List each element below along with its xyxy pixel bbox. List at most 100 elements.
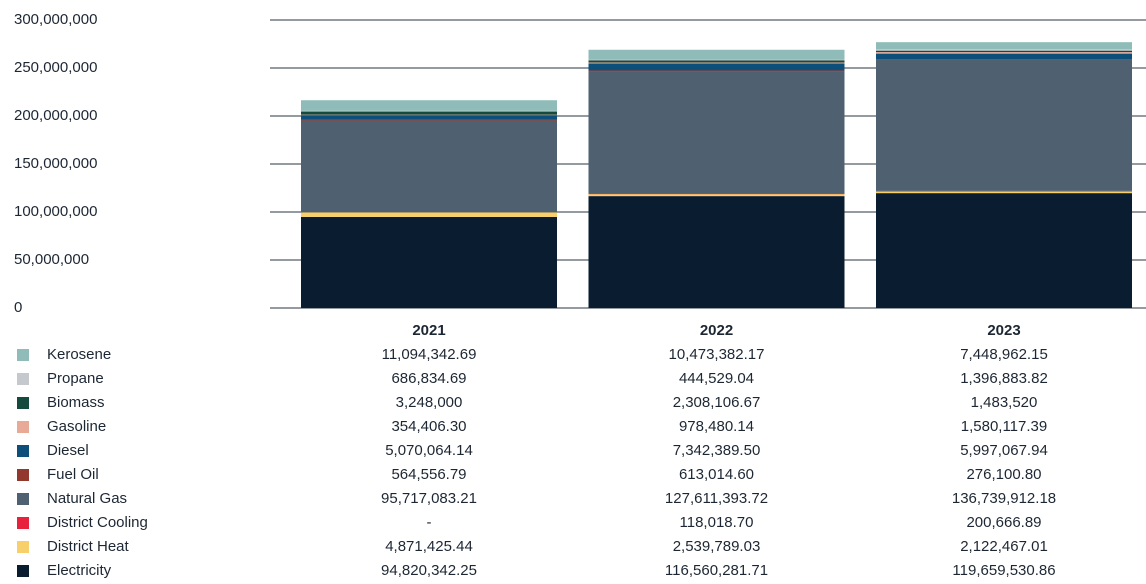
table-row: Diesel 5,070,064.14 7,342,389.50 5,997,067.… — [0, 440, 1146, 464]
y-tick-label: 300,000,000 — [14, 11, 98, 28]
series-name: Diesel — [47, 442, 89, 459]
bar-segment-electricity-2021 — [301, 216, 557, 308]
data-label: 95,717,083.21 — [381, 490, 477, 507]
bar-segment-district-heat-2022 — [588, 193, 845, 197]
data-label: 2,122,467.01 — [960, 538, 1048, 555]
legend-swatch — [17, 517, 29, 529]
bar-segment-kerosene-2021 — [301, 100, 557, 111]
table-row: Electricity 94,820,342.25 116,560,281.71 11… — [0, 560, 1146, 584]
data-label: 1,580,117.39 — [960, 418, 1048, 435]
data-label: 11,094,342.69 — [381, 346, 477, 363]
bar-segment-kerosene-2022 — [588, 49, 845, 60]
data-label: 94,820,342.25 — [381, 562, 477, 579]
table-row: Natural Gas 95,717,083.21 127,611,393.72 13… — [0, 488, 1146, 512]
legend-swatch — [17, 493, 29, 505]
bar-segment-gasoline-2021 — [301, 114, 557, 116]
bar-segment-district-heat-2023 — [876, 191, 1132, 194]
table-row: Fuel Oil 564,556.79 613,014.60 276,100.80 — [0, 464, 1146, 488]
table-row: Kerosene 11,094,342.69 10,473,382.17 7,448,… — [0, 344, 1146, 368]
bar-segment-fuel-oil-2022 — [588, 70, 845, 72]
data-label: 1,483,520 — [970, 394, 1038, 411]
data-label: 200,666.89 — [966, 514, 1042, 531]
data-label: 276,100.80 — [966, 466, 1042, 483]
y-tick-label: 250,000,000 — [14, 59, 98, 76]
bar-segment-diesel-2022 — [588, 63, 845, 71]
series-name: Electricity — [47, 562, 112, 579]
bar-segment-kerosene-2023 — [876, 42, 1132, 50]
series-name: Natural Gas — [47, 490, 128, 507]
bar-segment-natural-gas-2023 — [876, 59, 1132, 191]
data-label: 564,556.79 — [391, 466, 467, 483]
bar-segment-fuel-oil-2021 — [301, 119, 557, 121]
stacked-bar-chart — [270, 19, 1146, 309]
bar-segment-district-heat-2021 — [301, 212, 557, 217]
bar-segment-gasoline-2022 — [588, 62, 845, 64]
y-tick-label: 150,000,000 — [14, 155, 98, 172]
data-label: - — [426, 514, 432, 531]
y-tick-label: 200,000,000 — [14, 107, 98, 124]
legend-swatch — [17, 373, 29, 385]
legend-swatch — [17, 421, 29, 433]
bar-segment-electricity-2023 — [876, 193, 1132, 308]
bar-segment-propane-2023 — [876, 49, 1132, 51]
data-label: 116,560,281.71 — [664, 562, 769, 579]
bar-segment-district-cooling-2022 — [588, 193, 845, 195]
series-name: District Heat — [47, 538, 129, 555]
data-label: 118,018.70 — [679, 514, 754, 531]
data-label: 5,997,067.94 — [960, 442, 1048, 459]
data-label: 127,611,393.72 — [664, 490, 769, 507]
bar-segment-biomass-2022 — [588, 60, 845, 63]
y-tick-label: 50,000,000 — [14, 251, 90, 268]
data-label: 5,070,064.14 — [385, 442, 473, 459]
bar-segment-biomass-2023 — [876, 50, 1132, 53]
bar-segment-district-cooling-2023 — [876, 190, 1132, 192]
data-label: 7,448,962.15 — [960, 346, 1048, 363]
table-row: Propane 686,834.69 444,529.04 1,396,883.82 — [0, 368, 1146, 392]
series-name: Propane — [47, 370, 104, 387]
table-row: Gasoline 354,406.30 978,480.14 1,580,117.39 — [0, 416, 1146, 440]
bar-segment-fuel-oil-2023 — [876, 59, 1132, 60]
bar-segment-biomass-2021 — [301, 111, 557, 115]
legend-swatch — [17, 541, 29, 553]
bar-segment-electricity-2022 — [588, 196, 845, 308]
table-row: Biomass 3,248,000 2,308,106.67 1,483,520 — [0, 392, 1146, 416]
column-header-year: 2022 — [699, 322, 734, 339]
bar-segment-diesel-2023 — [876, 53, 1132, 60]
table-row: District Heat 4,871,425.44 2,539,789.03 2,1… — [0, 536, 1146, 560]
column-header-year: 2023 — [987, 322, 1021, 339]
legend-swatch — [17, 445, 29, 457]
data-label: 978,480.14 — [678, 418, 755, 435]
table-row: District Cooling - 118,018.70 200,666.89 — [0, 512, 1146, 536]
bar-segment-gasoline-2023 — [876, 52, 1132, 54]
series-name: District Cooling — [47, 514, 148, 531]
data-label: 7,342,389.50 — [672, 442, 761, 459]
data-label: 3,248,000 — [395, 394, 463, 411]
legend-swatch — [17, 469, 29, 481]
legend-swatch — [17, 397, 29, 409]
data-label: 2,308,106.67 — [672, 394, 761, 411]
y-tick-label: 100,000,000 — [14, 203, 98, 220]
data-label: 4,871,425.44 — [385, 538, 473, 555]
legend-swatch — [17, 349, 29, 361]
bar-segment-propane-2022 — [588, 59, 845, 61]
legend-swatch — [17, 565, 29, 577]
data-label: 354,406.30 — [391, 418, 467, 435]
data-label: 10,473,382.17 — [668, 346, 765, 363]
column-header-year: 2021 — [412, 322, 446, 339]
data-label: 613,014.60 — [678, 466, 755, 483]
bar-segment-propane-2021 — [301, 110, 557, 112]
data-label: 2,539,789.03 — [672, 538, 761, 555]
data-label: 444,529.04 — [678, 370, 755, 387]
series-name: Kerosene — [47, 346, 112, 363]
series-name: Gasoline — [47, 418, 107, 435]
data-label: 1,396,883.82 — [960, 370, 1048, 387]
data-label: 136,739,912.18 — [951, 490, 1057, 507]
data-label: 686,834.69 — [391, 370, 467, 387]
bar-segment-natural-gas-2021 — [301, 120, 557, 213]
series-name: Biomass — [47, 394, 105, 411]
data-label: 119,659,530.86 — [952, 562, 1056, 579]
bar-segment-diesel-2021 — [301, 114, 557, 120]
y-tick-label: 0 — [14, 299, 23, 316]
bar-segment-natural-gas-2022 — [588, 71, 845, 194]
series-name: Fuel Oil — [47, 466, 99, 483]
